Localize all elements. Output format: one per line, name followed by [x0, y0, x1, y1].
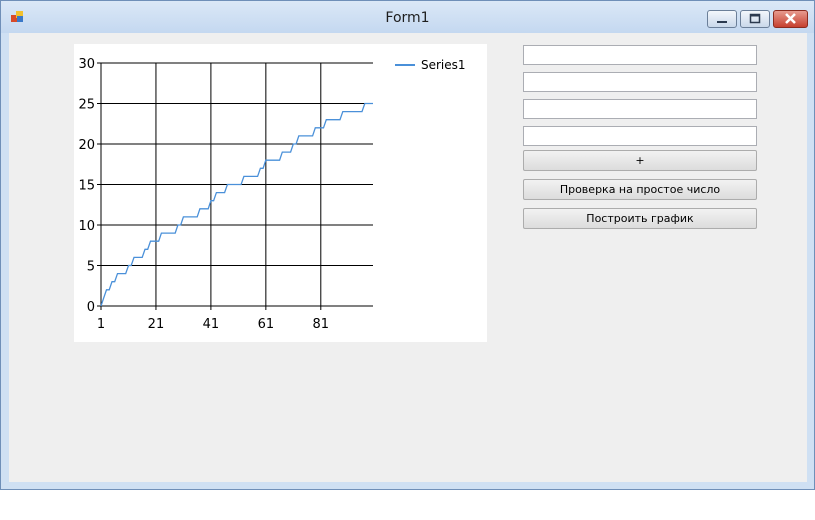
text-input-4[interactable] [523, 126, 757, 146]
series1-line [100, 102, 373, 307]
prime-check-button[interactable]: Проверка на простое число [523, 179, 757, 200]
maximize-icon [749, 13, 761, 24]
minimize-icon [717, 21, 727, 23]
chart-svg: 0 5 10 15 20 25 30 1 21 41 61 81 Series1 [78, 57, 466, 332]
legend-label: Series1 [421, 58, 466, 72]
chart-panel: 0 5 10 15 20 25 30 1 21 41 61 81 Series1 [74, 44, 487, 342]
y-tick-label: 25 [78, 98, 95, 113]
main-window: Form1 0 5 10 15 20 25 30 1 21 41 61 81 Series1 + Про… [0, 0, 815, 490]
app-icon [11, 11, 23, 22]
build-graph-button[interactable]: Построить график [523, 208, 757, 229]
title-bar[interactable]: Form1 [1, 1, 814, 33]
y-tick-label: 5 [87, 260, 95, 275]
close-icon [785, 13, 796, 24]
x-tick-label: 1 [97, 317, 105, 332]
window-title: Form1 [385, 10, 430, 26]
minimize-button[interactable] [707, 10, 737, 28]
y-tick-label: 10 [78, 219, 95, 234]
y-tick-label: 20 [78, 138, 95, 153]
y-tick-label: 30 [78, 57, 95, 72]
maximize-button[interactable] [740, 10, 770, 28]
x-tick-label: 41 [203, 317, 220, 332]
x-tick-label: 61 [258, 317, 275, 332]
x-tick-label: 21 [148, 317, 165, 332]
text-input-1[interactable] [523, 45, 757, 65]
close-button[interactable] [773, 10, 808, 28]
y-tick-label: 15 [78, 179, 95, 194]
text-input-2[interactable] [523, 72, 757, 92]
y-tick-label: 0 [87, 300, 95, 315]
x-tick-label: 81 [313, 317, 330, 332]
text-input-3[interactable] [523, 99, 757, 119]
plus-button[interactable]: + [523, 150, 757, 171]
